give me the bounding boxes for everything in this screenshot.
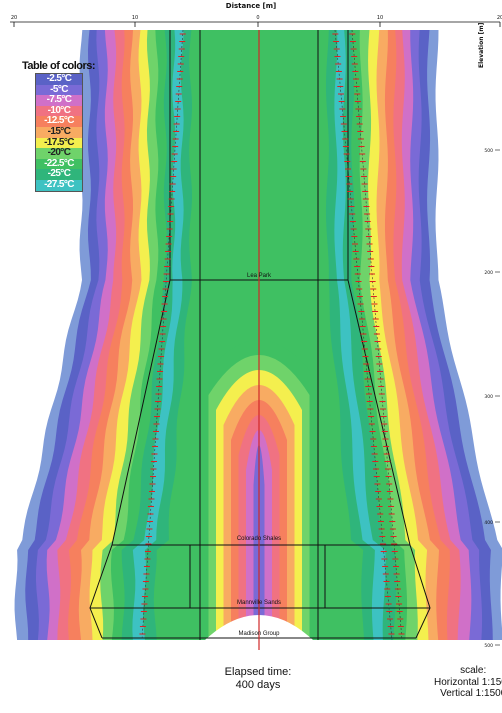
- upper-core-zone: [206, 30, 316, 280]
- axis-tick-label: 400: [484, 520, 493, 526]
- scale-label: scale: Horizontal 1:1500 Vertical 1:1500: [434, 665, 502, 700]
- elevation-axis-title: Elevation [m]: [478, 22, 485, 68]
- axis-tick-label: 10: [377, 15, 383, 21]
- layer-label: Madison Group: [238, 631, 280, 637]
- elapsed-time-line2: 400 days: [235, 679, 281, 691]
- column-flank-left: [89, 279, 171, 639]
- axis-tick-label: 20: [497, 15, 502, 21]
- legend-entry: -25°C: [36, 169, 82, 180]
- axis-tick-label: 200: [484, 270, 493, 276]
- elapsed-time-line1: Elapsed time:: [224, 666, 292, 678]
- legend-entry: -27.5°C: [36, 179, 82, 191]
- legend-entry: -12.5°C: [36, 116, 82, 127]
- legend-entry: -5°C: [36, 84, 82, 96]
- layer-label: Colorado Shales: [237, 536, 281, 542]
- color-legend: -2.5°C -5°C -7.5°C -10°C -12.5°C -15°C -17.5°C…: [35, 73, 83, 192]
- layer-label: Mannville Sands: [237, 600, 281, 606]
- legend-entry: -22.5°C: [36, 158, 82, 170]
- legend-entry: -15°C: [36, 126, 82, 138]
- axis-tick-label: 500: [484, 643, 493, 649]
- scale-vertical: Vertical 1:1500: [440, 688, 502, 699]
- axis-tick-label: 10: [132, 15, 138, 21]
- legend-entry: -10°C: [36, 105, 82, 117]
- axis-tick-label: 300: [484, 394, 493, 400]
- axis-tick-label: 500: [484, 148, 493, 154]
- elapsed-time-label: Elapsed time: 400 days: [0, 666, 502, 692]
- legend-entry: -2.5°C: [36, 73, 82, 85]
- layer-label: Lea Park: [247, 273, 272, 279]
- scale-title: scale:: [460, 665, 487, 676]
- scale-horizontal: Horizontal 1:1500: [434, 676, 502, 688]
- axis-tick-label: 0: [256, 15, 259, 21]
- distance-axis-title: Distance [m]: [225, 2, 277, 10]
- legend-title: Table of colors:: [22, 60, 96, 72]
- page-margin: [0, 0, 502, 30]
- column-flank-right: [347, 279, 431, 639]
- legend-entry: -17.5°C: [36, 137, 82, 149]
- axis-tick-label: 20: [11, 15, 17, 21]
- legend-entry: -7.5°C: [36, 95, 82, 106]
- page-margin: [0, 640, 502, 709]
- legend-entry: -20°C: [36, 148, 82, 159]
